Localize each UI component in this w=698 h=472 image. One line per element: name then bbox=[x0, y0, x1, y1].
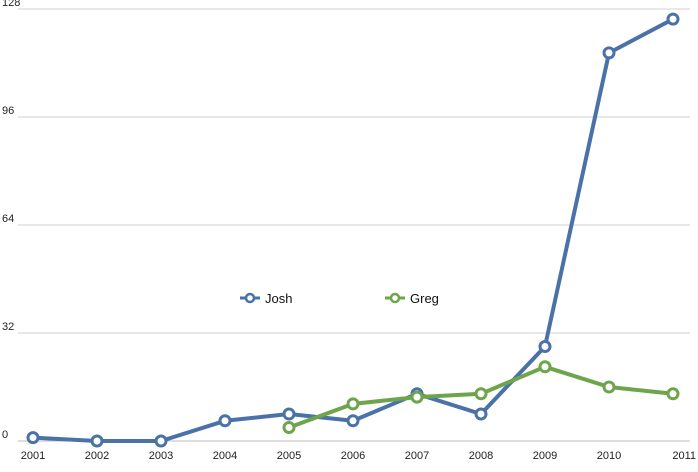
legend-label: Josh bbox=[265, 291, 292, 306]
data-point-greg bbox=[410, 390, 424, 404]
legend-item-greg: Greg bbox=[385, 291, 439, 306]
data-point-josh bbox=[602, 46, 616, 60]
x-tick-label: 2006 bbox=[341, 450, 365, 462]
legend: Josh Greg bbox=[240, 291, 439, 306]
x-tick-label: 2008 bbox=[469, 450, 493, 462]
x-tick-label: 2003 bbox=[149, 450, 173, 462]
data-point-josh bbox=[538, 340, 552, 353]
data-point-greg bbox=[346, 397, 360, 411]
data-point-greg bbox=[538, 360, 552, 374]
series-josh bbox=[26, 12, 680, 448]
x-tick-label: 2002 bbox=[85, 450, 109, 462]
y-tick-label: 128 bbox=[2, 0, 20, 9]
x-tick-label: 2011 bbox=[672, 450, 696, 462]
data-point-greg bbox=[602, 380, 616, 394]
x-tick-label: 2009 bbox=[533, 450, 557, 462]
data-point-greg bbox=[282, 421, 296, 434]
x-tick-label: 2001 bbox=[21, 450, 45, 462]
series-lines bbox=[26, 12, 680, 448]
series-greg bbox=[282, 360, 680, 434]
data-point-josh bbox=[154, 434, 168, 448]
legend-swatch-marker bbox=[389, 292, 401, 304]
data-point-greg bbox=[474, 387, 488, 401]
x-tick-label: 2004 bbox=[213, 450, 237, 462]
data-point-josh bbox=[474, 407, 488, 421]
x-tick-label: 2005 bbox=[277, 450, 301, 462]
data-point-josh bbox=[26, 431, 40, 445]
x-axis-tick-labels: 2001 2002 2003 2004 2005 2006 2007 2008 2009 2010… bbox=[21, 450, 696, 462]
x-tick-label: 2010 bbox=[597, 450, 621, 462]
data-point-greg bbox=[666, 387, 680, 401]
x-tick-label: 2007 bbox=[405, 450, 429, 462]
grid-lines bbox=[18, 8, 690, 442]
y-tick-label: 64 bbox=[2, 213, 14, 225]
y-axis-tick-labels: 0 32 64 96 128 bbox=[2, 0, 20, 441]
y-tick-label: 32 bbox=[2, 321, 14, 333]
legend-label: Greg bbox=[410, 291, 439, 306]
data-point-josh bbox=[666, 12, 680, 26]
y-tick-label: 96 bbox=[2, 105, 14, 117]
legend-item-josh: Josh bbox=[240, 291, 292, 306]
data-point-josh bbox=[282, 407, 296, 421]
data-point-josh bbox=[90, 434, 104, 448]
data-point-josh bbox=[218, 414, 232, 428]
data-point-josh bbox=[346, 414, 360, 428]
legend-swatch-marker bbox=[244, 292, 256, 304]
y-tick-label: 0 bbox=[2, 429, 8, 441]
